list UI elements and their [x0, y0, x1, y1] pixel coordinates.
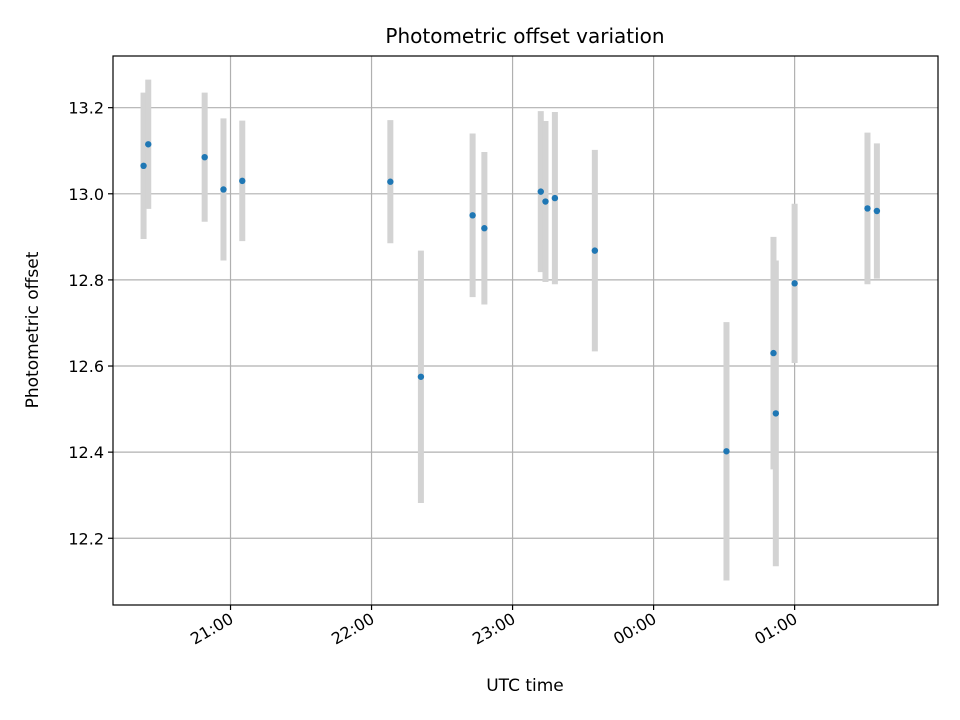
y-axis-label: Photometric offset [23, 251, 43, 408]
data-point [772, 410, 780, 417]
data-point [469, 212, 476, 219]
y-tick-label: 12.2 [68, 529, 104, 548]
x-axis-label: UTC time [486, 676, 564, 696]
data-point [387, 178, 394, 185]
y-tick-label: 12.8 [68, 271, 104, 290]
data-point [417, 373, 425, 380]
data-point [201, 153, 208, 161]
data-point [220, 186, 227, 193]
data-point [864, 205, 871, 212]
data-point [791, 280, 798, 287]
chart-title: Photometric offset variation [385, 24, 664, 48]
y-tick-label: 13.2 [68, 99, 104, 118]
data-point [551, 194, 559, 202]
data-point [542, 198, 549, 205]
data-point [723, 448, 730, 455]
data-point [140, 162, 147, 169]
data-point [537, 188, 544, 195]
y-tick-label: 12.4 [68, 443, 104, 462]
data-point [591, 247, 599, 254]
plot-frame [112, 55, 939, 606]
data-point [770, 349, 777, 357]
y-tick-label: 13.0 [68, 185, 104, 204]
y-axis-ticks: 12.2 12.4 12.6 12.8 13.0 13.2 [68, 99, 113, 548]
data-point [481, 225, 488, 232]
data-point [145, 141, 152, 148]
y-tick-label: 12.6 [68, 357, 104, 376]
data-point [239, 177, 246, 185]
grid [113, 56, 938, 605]
data-point [873, 207, 881, 215]
data-points [140, 141, 881, 455]
